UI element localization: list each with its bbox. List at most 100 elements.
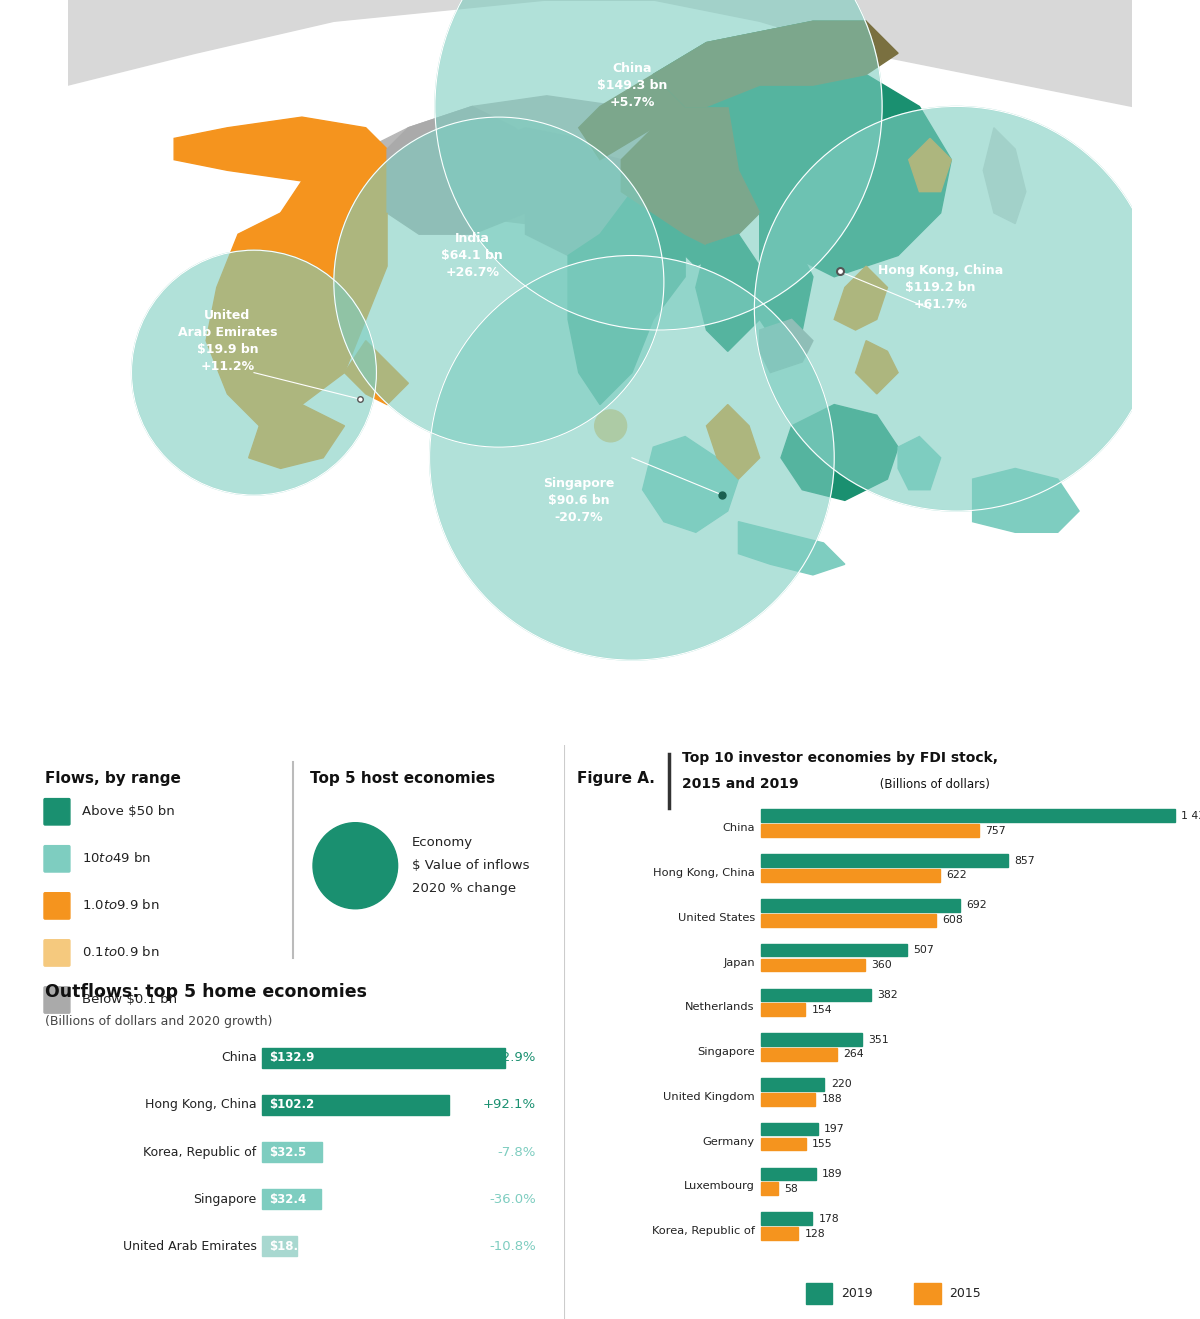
Text: Korea, Republic of: Korea, Republic of bbox=[143, 1145, 257, 1158]
Polygon shape bbox=[174, 117, 388, 181]
Text: 351: 351 bbox=[869, 1034, 889, 1045]
Text: Top 5 host economies: Top 5 host economies bbox=[311, 772, 496, 786]
Bar bbox=[761, 959, 865, 971]
Bar bbox=[761, 900, 960, 911]
Text: Luxembourg: Luxembourg bbox=[684, 1182, 755, 1191]
Text: Japan: Japan bbox=[724, 958, 755, 968]
Text: 188: 188 bbox=[822, 1095, 842, 1104]
Polygon shape bbox=[760, 212, 812, 351]
Text: 197: 197 bbox=[824, 1124, 845, 1134]
Text: Singapore: Singapore bbox=[697, 1047, 755, 1058]
Text: $10 to $49 bn: $10 to $49 bn bbox=[82, 851, 151, 865]
Text: Korea, Republic of: Korea, Republic of bbox=[652, 1227, 755, 1236]
Bar bbox=[761, 1122, 818, 1136]
Polygon shape bbox=[760, 319, 812, 373]
Text: -2.9%: -2.9% bbox=[498, 1051, 536, 1064]
Text: -10.8%: -10.8% bbox=[490, 1240, 536, 1253]
Text: China: China bbox=[722, 823, 755, 834]
Text: 507: 507 bbox=[913, 946, 934, 955]
Bar bbox=[761, 869, 940, 882]
Text: United States: United States bbox=[678, 913, 755, 923]
Text: United Arab Emirates: United Arab Emirates bbox=[122, 1240, 257, 1253]
Circle shape bbox=[434, 0, 882, 330]
Bar bbox=[805, 1283, 833, 1303]
Text: $0.1 to $0.9 bn: $0.1 to $0.9 bn bbox=[82, 946, 160, 959]
Polygon shape bbox=[366, 96, 685, 223]
Polygon shape bbox=[696, 235, 760, 351]
Text: 2015 and 2019: 2015 and 2019 bbox=[682, 777, 798, 791]
Text: Hong Kong, China
$119.2 bn
+61.7%: Hong Kong, China $119.2 bn +61.7% bbox=[878, 264, 1003, 311]
Polygon shape bbox=[206, 212, 388, 426]
Polygon shape bbox=[898, 437, 941, 489]
Text: -36.0%: -36.0% bbox=[490, 1192, 536, 1206]
Text: 189: 189 bbox=[822, 1169, 842, 1179]
Bar bbox=[761, 1004, 805, 1016]
Text: 58: 58 bbox=[785, 1183, 798, 1194]
Bar bbox=[263, 1047, 505, 1068]
Bar bbox=[761, 1227, 798, 1240]
Polygon shape bbox=[642, 437, 738, 533]
Text: China
$149.3 bn
+5.7%: China $149.3 bn +5.7% bbox=[596, 62, 667, 108]
Text: 178: 178 bbox=[818, 1213, 839, 1224]
Text: $1.0 to $9.9 bn: $1.0 to $9.9 bn bbox=[82, 898, 160, 913]
Polygon shape bbox=[685, 212, 727, 266]
FancyBboxPatch shape bbox=[44, 798, 70, 824]
Text: 360: 360 bbox=[871, 960, 892, 969]
Text: Economy: Economy bbox=[412, 836, 473, 849]
Bar bbox=[263, 1188, 322, 1210]
Text: $ Value of inflows: $ Value of inflows bbox=[412, 859, 529, 872]
Text: China: China bbox=[221, 1051, 257, 1064]
Text: India
$64.1 bn
+26.7%: India $64.1 bn +26.7% bbox=[442, 232, 503, 280]
Bar bbox=[761, 1033, 862, 1046]
Bar bbox=[761, 810, 1175, 822]
Text: Above $50 bn: Above $50 bn bbox=[82, 805, 174, 818]
Polygon shape bbox=[388, 107, 547, 235]
Text: 2019: 2019 bbox=[841, 1286, 872, 1299]
Text: 608: 608 bbox=[942, 915, 964, 925]
Text: 220: 220 bbox=[830, 1079, 852, 1089]
Text: Hong Kong, China: Hong Kong, China bbox=[653, 868, 755, 878]
Circle shape bbox=[313, 823, 397, 909]
Bar bbox=[761, 1093, 815, 1105]
Circle shape bbox=[755, 107, 1159, 510]
Polygon shape bbox=[727, 75, 952, 277]
Text: $32.5: $32.5 bbox=[269, 1145, 306, 1158]
Circle shape bbox=[132, 251, 377, 495]
Bar bbox=[761, 914, 936, 926]
Polygon shape bbox=[248, 405, 344, 468]
Bar bbox=[761, 1138, 805, 1150]
Text: 857: 857 bbox=[1014, 856, 1034, 865]
Text: 1 437: 1 437 bbox=[1181, 811, 1200, 820]
Polygon shape bbox=[67, 0, 1133, 107]
Polygon shape bbox=[281, 149, 388, 235]
FancyBboxPatch shape bbox=[44, 939, 70, 966]
Bar bbox=[761, 1167, 816, 1181]
Polygon shape bbox=[781, 405, 898, 500]
Text: United
Arab Emirates
$19.9 bn
+11.2%: United Arab Emirates $19.9 bn +11.2% bbox=[178, 309, 277, 373]
Text: $18.9: $18.9 bbox=[269, 1240, 306, 1253]
Text: 128: 128 bbox=[804, 1228, 824, 1239]
Polygon shape bbox=[653, 21, 866, 107]
Circle shape bbox=[334, 117, 664, 447]
Bar bbox=[263, 1236, 296, 1257]
Text: Outflows: top 5 home economies: Outflows: top 5 home economies bbox=[46, 984, 367, 1001]
Bar bbox=[761, 1078, 824, 1091]
Bar bbox=[761, 1212, 812, 1225]
FancyBboxPatch shape bbox=[44, 845, 70, 872]
Polygon shape bbox=[738, 521, 845, 575]
Text: 622: 622 bbox=[947, 871, 967, 881]
Polygon shape bbox=[568, 191, 685, 405]
Circle shape bbox=[430, 256, 834, 660]
Bar bbox=[914, 1283, 941, 1303]
Text: (Billions of dollars and 2020 growth): (Billions of dollars and 2020 growth) bbox=[46, 1014, 272, 1028]
Text: Netherlands: Netherlands bbox=[685, 1002, 755, 1013]
Polygon shape bbox=[973, 468, 1079, 533]
Text: 757: 757 bbox=[985, 826, 1006, 836]
Text: Hong Kong, China: Hong Kong, China bbox=[145, 1099, 257, 1112]
Text: 2015: 2015 bbox=[949, 1286, 980, 1299]
Polygon shape bbox=[983, 128, 1026, 223]
Bar bbox=[761, 944, 907, 956]
Polygon shape bbox=[908, 138, 952, 191]
Text: +92.1%: +92.1% bbox=[482, 1099, 536, 1112]
Polygon shape bbox=[834, 266, 888, 330]
